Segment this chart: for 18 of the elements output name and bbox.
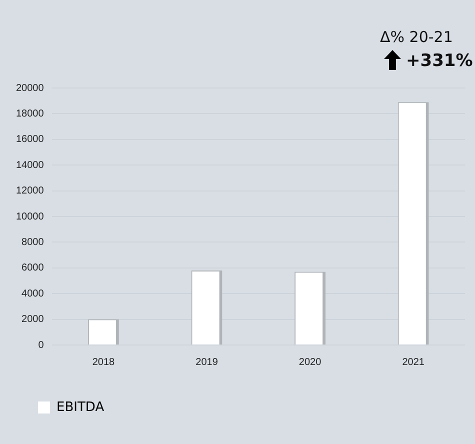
y-tick-label: 4000 (22, 288, 44, 300)
y-tick-label: 10000 (16, 211, 44, 222)
text: Δ% 20-21 (380, 28, 453, 46)
x-tick-label: 2019 (196, 356, 218, 368)
y-tick-label: 18000 (16, 108, 44, 120)
x-tick-label: 2018 (92, 356, 116, 368)
x-tick-label: 2021 (402, 356, 425, 368)
y-tick-label: 16000 (16, 134, 44, 146)
x-tick-label: 2020 (298, 356, 322, 368)
text: +331% (406, 51, 473, 71)
y-tick-label: 12000 (16, 186, 44, 197)
y-tick-label: 0 (38, 340, 44, 351)
y-tick-label: 8000 (22, 236, 44, 248)
y-tick-label: 6000 (22, 262, 44, 274)
y-tick-label: 20000 (16, 82, 44, 94)
y-tick-label: 14000 (16, 160, 44, 171)
legend-label: EBITDA (56, 400, 104, 415)
y-tick-label: 2000 (22, 314, 44, 326)
